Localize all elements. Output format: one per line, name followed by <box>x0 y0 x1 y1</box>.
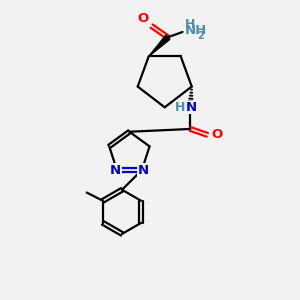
Polygon shape <box>149 35 170 56</box>
Text: O: O <box>211 128 222 141</box>
Text: H: H <box>175 101 185 114</box>
Text: N: N <box>185 101 197 114</box>
Text: N: N <box>110 164 121 177</box>
Text: NH: NH <box>185 24 207 37</box>
Text: O: O <box>137 12 149 25</box>
Text: N: N <box>138 164 149 177</box>
Text: 2: 2 <box>197 31 204 40</box>
Text: H: H <box>185 18 195 31</box>
